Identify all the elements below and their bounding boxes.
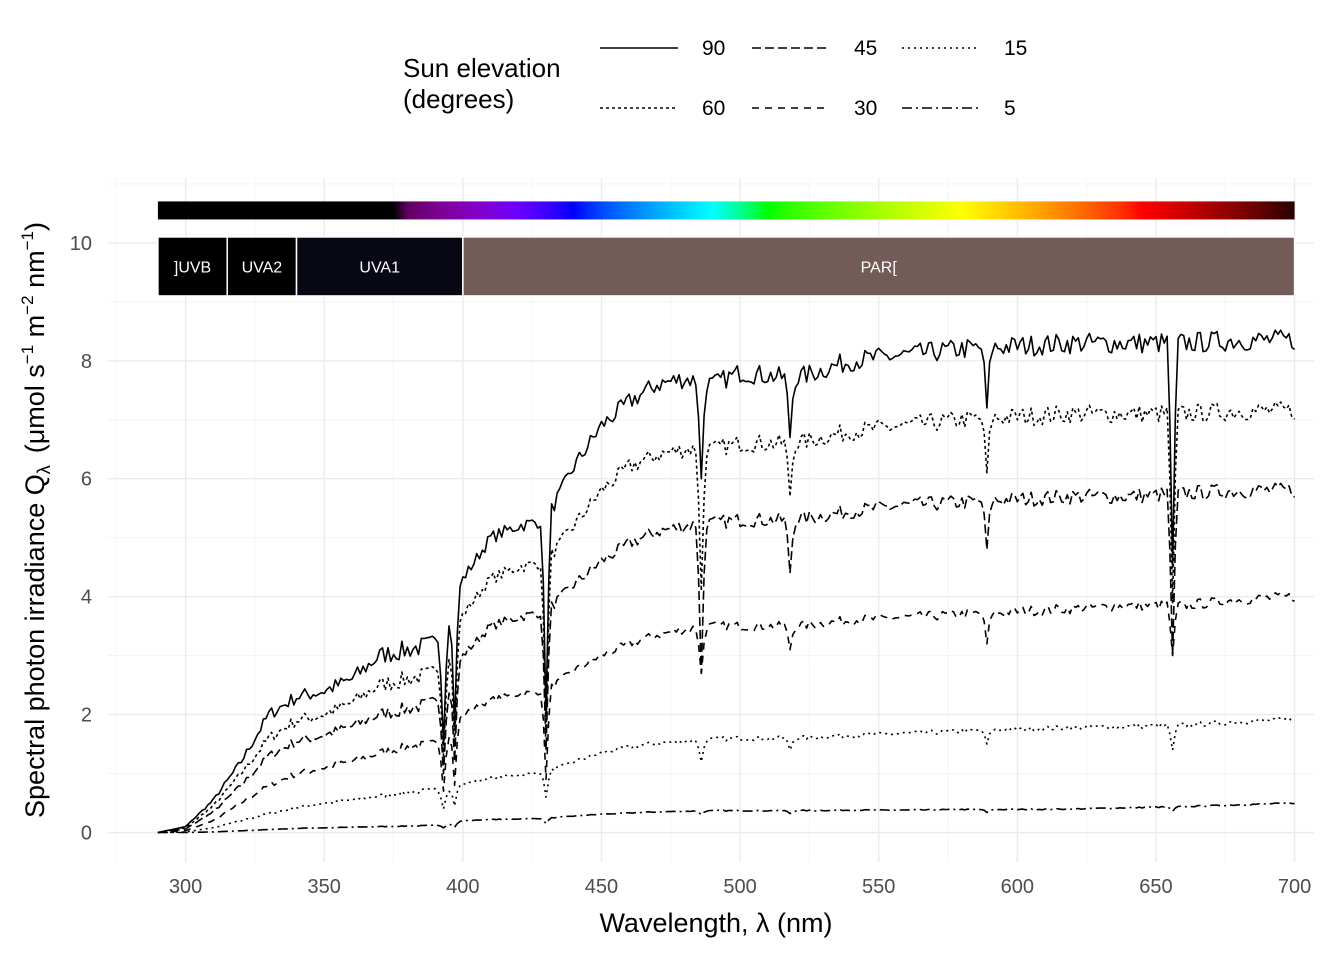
waveband-label: UVA1 (359, 259, 400, 276)
legend-label-5: 5 (1004, 97, 1016, 120)
x-tick-label: 500 (723, 876, 756, 898)
waveband-box (295, 236, 464, 297)
series-lines (157, 329, 1296, 834)
y-tick-label: 10 (70, 233, 92, 255)
x-tick-label: 550 (862, 876, 895, 898)
x-tick-label: 600 (1001, 876, 1034, 898)
series-line-45 (157, 482, 1295, 834)
y-axis-units-prefix: (μmol s (20, 364, 50, 453)
y-axis-ticks: 0 2 4 6 8 10 (70, 233, 92, 845)
y-axis-exp2: −2 (18, 295, 37, 314)
y-axis-title-sub: λ (34, 465, 54, 474)
x-axis-ticks: 300 350 400 450 500 550 600 650 700 (169, 876, 1311, 898)
y-axis-exp1: −1 (18, 345, 37, 364)
series-line-15 (157, 716, 1295, 834)
series-line-90 (157, 329, 1296, 834)
x-tick-label: 700 (1278, 876, 1311, 898)
series-line-5 (157, 802, 1295, 834)
color-bar-gradient (157, 201, 1295, 220)
x-tick-label: 450 (585, 876, 618, 898)
y-tick-label: 6 (81, 469, 92, 491)
legend-label-60: 60 (702, 97, 725, 120)
legend-label-90: 90 (702, 37, 725, 60)
legend-label-15: 15 (1004, 37, 1027, 60)
waveband-label: ]UVB (174, 259, 211, 276)
y-tick-label: 8 (81, 351, 92, 373)
y-axis-units-suffix: ) (20, 222, 50, 231)
svg-text:Spectral photon irradiance Qλ(: Spectral photon irradiance Qλ(μmol s−1 m… (18, 222, 54, 818)
waveband-box (226, 236, 298, 297)
legend-title-line2: (degrees) (403, 84, 514, 114)
y-axis-title-main: Spectral photon irradiance Q (20, 474, 50, 818)
y-axis-units-nm: nm (20, 250, 50, 295)
y-axis-exp3: −1 (18, 231, 37, 250)
x-tick-label: 350 (308, 876, 341, 898)
waveband-label: PAR[ (861, 259, 898, 276)
series-line-60 (157, 401, 1296, 834)
x-tick-label: 650 (1139, 876, 1172, 898)
y-axis-title: Spectral photon irradiance Qλ(μmol s−1 m… (18, 222, 54, 818)
y-tick-label: 0 (81, 823, 92, 845)
legend-label-45: 45 (854, 37, 877, 60)
waveband-box (462, 236, 1296, 297)
y-tick-label: 2 (81, 705, 92, 727)
waveband-labels: ]UVB UVA2 UVA1 PAR[ (157, 236, 1296, 297)
x-tick-label: 300 (169, 876, 202, 898)
legend-title-line1: Sun elevation (403, 53, 561, 83)
legend-label-30: 30 (854, 97, 877, 120)
series-line-30 (157, 591, 1295, 834)
x-axis-title: Wavelength, λ (nm) (599, 908, 832, 938)
legend: Sun elevation (degrees) 90 45 15 60 30 5 (403, 37, 1027, 120)
y-tick-label: 4 (81, 587, 92, 609)
wavelength-color-bar (157, 201, 1295, 220)
waveband-label: UVA2 (242, 259, 283, 276)
y-axis-units-m: m (20, 315, 50, 345)
x-tick-label: 400 (446, 876, 479, 898)
